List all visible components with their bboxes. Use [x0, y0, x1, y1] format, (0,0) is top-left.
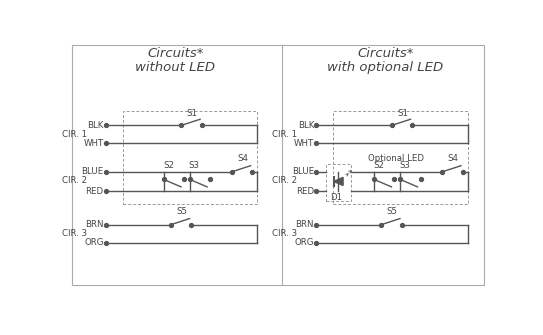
Text: D1: D1	[330, 193, 342, 202]
Text: BLUE: BLUE	[81, 167, 104, 176]
Text: Circuits*: Circuits*	[147, 47, 204, 60]
Text: S4: S4	[237, 154, 248, 163]
Text: ORG: ORG	[294, 238, 314, 247]
Text: Optional LED: Optional LED	[368, 154, 424, 163]
Text: S3: S3	[399, 161, 410, 170]
Bar	[326, 164, 351, 201]
Text: S1: S1	[397, 109, 408, 118]
Text: WHT: WHT	[294, 139, 314, 148]
Text: S3: S3	[188, 161, 200, 170]
Bar	[333, 111, 468, 204]
Text: WHT: WHT	[84, 139, 104, 148]
Text: S1: S1	[186, 109, 198, 118]
Text: S4: S4	[447, 154, 458, 163]
Bar	[123, 111, 257, 204]
Text: CIR. 3: CIR. 3	[272, 229, 297, 238]
Text: CIR. 1: CIR. 1	[272, 130, 297, 139]
Text: CIR. 2: CIR. 2	[272, 176, 297, 185]
Text: RED: RED	[296, 187, 314, 196]
Text: S2: S2	[374, 161, 385, 170]
Text: BLUE: BLUE	[292, 167, 314, 176]
Text: S5: S5	[387, 207, 397, 216]
Text: without LED: without LED	[135, 61, 215, 74]
Text: BRN: BRN	[85, 220, 104, 229]
Text: BLK: BLK	[87, 121, 104, 130]
Text: CIR. 3: CIR. 3	[62, 229, 87, 238]
Text: CIR. 2: CIR. 2	[62, 176, 87, 185]
Text: BRN: BRN	[295, 220, 314, 229]
Text: S5: S5	[176, 207, 187, 216]
Text: RED: RED	[85, 187, 104, 196]
Text: BLK: BLK	[298, 121, 314, 130]
Text: with optional LED: with optional LED	[327, 61, 444, 74]
Text: S2: S2	[163, 161, 174, 170]
Text: ORG: ORG	[84, 238, 104, 247]
Polygon shape	[334, 177, 343, 186]
Text: CIR. 1: CIR. 1	[62, 130, 87, 139]
Text: Circuits*: Circuits*	[357, 47, 414, 60]
